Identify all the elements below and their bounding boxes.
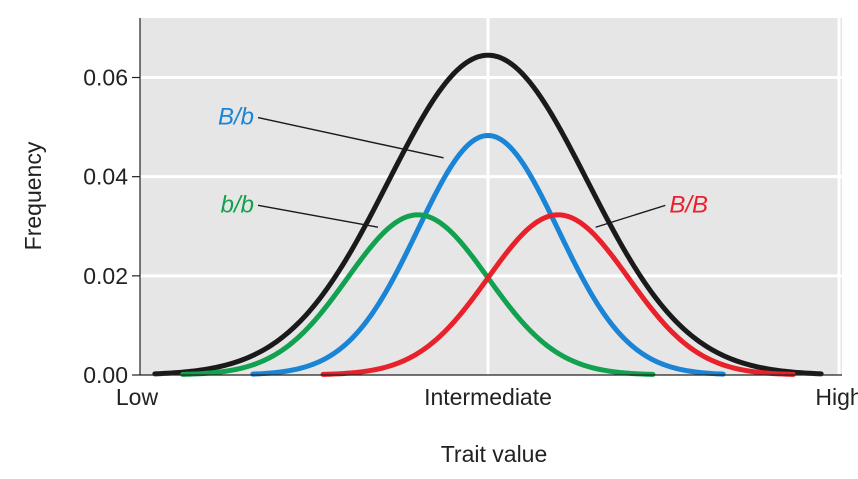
series-label-bb: b/b — [221, 191, 254, 218]
x-axis-title: Trait value — [441, 441, 548, 467]
y-tick-label: 0.00 — [83, 362, 128, 388]
leader-line-BB — [595, 204, 666, 228]
curve-bb — [180, 212, 656, 377]
curve-total — [152, 52, 824, 377]
axes: 0.00 0.02 0.04 0.06 Low Intermediate High — [83, 18, 858, 410]
series-curves — [152, 52, 824, 377]
series-label-BB: B/B — [669, 191, 708, 218]
series-annotations: B/b b/b B/B — [218, 104, 708, 228]
leader-line-bb — [257, 204, 379, 228]
x-tick-label: Intermediate — [424, 384, 552, 410]
y-axis-title: Frequency — [20, 141, 46, 250]
y-tick-label: 0.04 — [83, 164, 128, 190]
series-label-Bb: B/b — [218, 104, 254, 131]
y-tick-label: 0.02 — [83, 263, 128, 289]
x-tick-label: Low — [116, 384, 159, 410]
x-tick-label: High — [815, 384, 858, 410]
leader-line-Bb — [257, 116, 444, 159]
y-tick-label: 0.06 — [83, 65, 128, 91]
curve-BB — [320, 212, 796, 377]
curve-Bb — [250, 133, 726, 377]
